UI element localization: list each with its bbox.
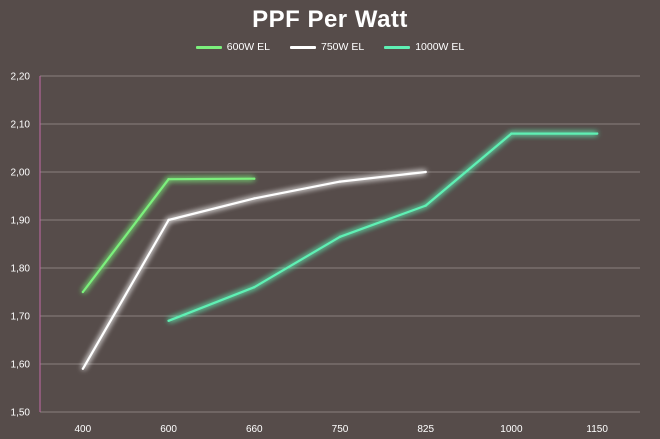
legend-swatch-750w [289,45,316,49]
series-line-1000w-el [168,132,598,322]
legend: 600W EL 750W EL 1000W EL [0,41,660,53]
series-line-600w-el [82,177,255,293]
legend-label-600w: 600W EL [226,41,270,53]
x-tick-label: 750 [332,424,349,435]
x-tick-label: 825 [417,424,434,435]
data-point [510,132,513,135]
x-tick-label: 660 [246,424,263,435]
legend-swatch-600w [195,45,222,49]
x-tick-label: 400 [75,424,92,435]
legend-label-1000w: 1000W EL [415,41,465,53]
legend-item-1000w: 1000W EL [384,41,464,53]
data-point [338,235,342,238]
data-point [338,180,342,183]
data-point [81,290,85,294]
data-point [424,204,427,207]
data-point [81,367,85,370]
x-tick-label: 600 [160,424,177,435]
y-tick-label: 1,60 [11,360,31,371]
data-point [167,178,170,181]
legend-item-750w: 750W EL [289,41,365,53]
y-tick-label: 2,20 [11,72,31,83]
data-point [167,319,170,322]
data-point [253,177,256,180]
legend-swatch-1000w [384,45,411,49]
y-tick-label: 1,80 [11,264,31,275]
x-tick-label: 1150 [586,424,608,435]
data-point [595,132,599,135]
series-line-750w-el [81,170,426,370]
data-point [424,170,427,174]
y-tick-label: 1,90 [11,216,31,227]
y-tick-label: 1,50 [11,408,31,419]
data-point [253,197,256,200]
y-tick-label: 2,10 [11,120,31,131]
y-tick-label: 2,00 [11,168,31,179]
x-tick-label: 1000 [500,424,523,435]
legend-label-750w: 750W EL [320,41,365,53]
chart-title: PPF Per Watt [252,6,408,33]
y-tick-label: 1,70 [11,312,31,323]
legend-item-600w: 600W EL [195,41,270,53]
data-point [253,286,256,289]
data-point [167,218,170,222]
